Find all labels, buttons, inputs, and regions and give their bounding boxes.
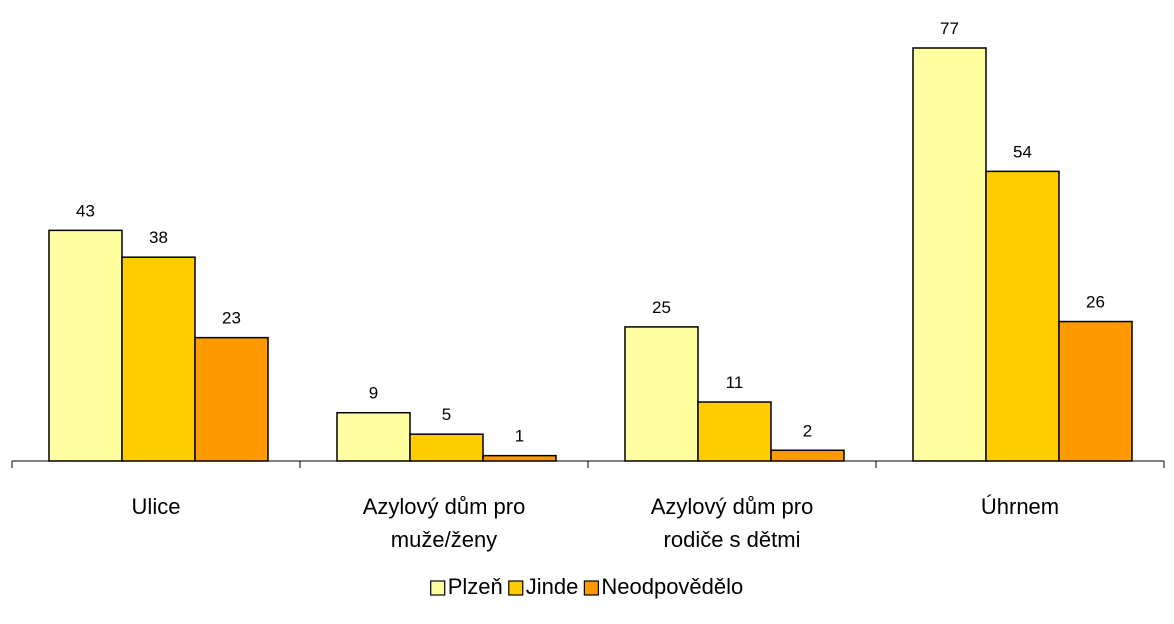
legend-swatch-plzen [430,580,446,596]
data-label-jinde-1: 5 [442,405,451,424]
bar-plzen-1 [336,411,411,462]
data-label-neodpovedelo-0: 23 [222,309,241,328]
data-label-neodpovedelo-3: 26 [1086,293,1105,312]
data-label-jinde-0: 38 [149,228,168,247]
data-label-neodpovedelo-1: 1 [515,427,524,446]
bar-plzen-2 [624,326,699,462]
legend: Plzeň Jinde Neodpovědělo [430,574,743,599]
bar-jinde-3 [985,170,1060,462]
category-label-2: Azylový dům pro rodiče s dětmi [651,494,814,552]
category-label-1: Azylový dům pro muže/ženy [363,494,526,552]
bar-jinde-0 [121,256,196,462]
bar-neodpovedelo-1 [482,454,557,462]
data-label-jinde-2: 11 [726,373,744,392]
data-label-plzen-2: 25 [652,298,671,317]
bar-neodpovedelo-2 [770,449,845,462]
bar-neodpovedelo-3 [1058,320,1133,462]
data-label-neodpovedelo-2: 2 [803,421,812,440]
bar-neodpovedelo-0 [194,336,269,462]
legend-swatch-jinde [508,580,524,596]
bar-plzen-0 [48,229,123,462]
bar-jinde-1 [409,433,484,462]
data-label-jinde-3: 54 [1013,142,1032,161]
bar-jinde-2 [697,401,772,462]
data-label-plzen-1: 9 [369,384,378,403]
category-labels: Ulice Azylový dům pro muže/ženy Azylový dům… [132,494,1060,552]
legend-label-jinde: Jinde [526,574,579,599]
data-label-plzen-0: 43 [76,201,95,220]
bars-layer [48,47,1133,462]
data-labels-layer: 43 38 23 9 5 1 25 11 2 77 54 26 [76,19,1105,446]
bar-plzen-3 [912,47,987,462]
data-label-plzen-3: 77 [940,19,959,38]
category-label-3: Úhrnem [981,494,1059,519]
legend-swatch-neodpovedelo [583,580,599,596]
x-axis [11,460,1165,468]
legend-label-neodpovedelo: Neodpovědělo [601,574,743,599]
category-label-0: Ulice [132,494,181,519]
legend-label-plzen: Plzeň [448,574,503,599]
